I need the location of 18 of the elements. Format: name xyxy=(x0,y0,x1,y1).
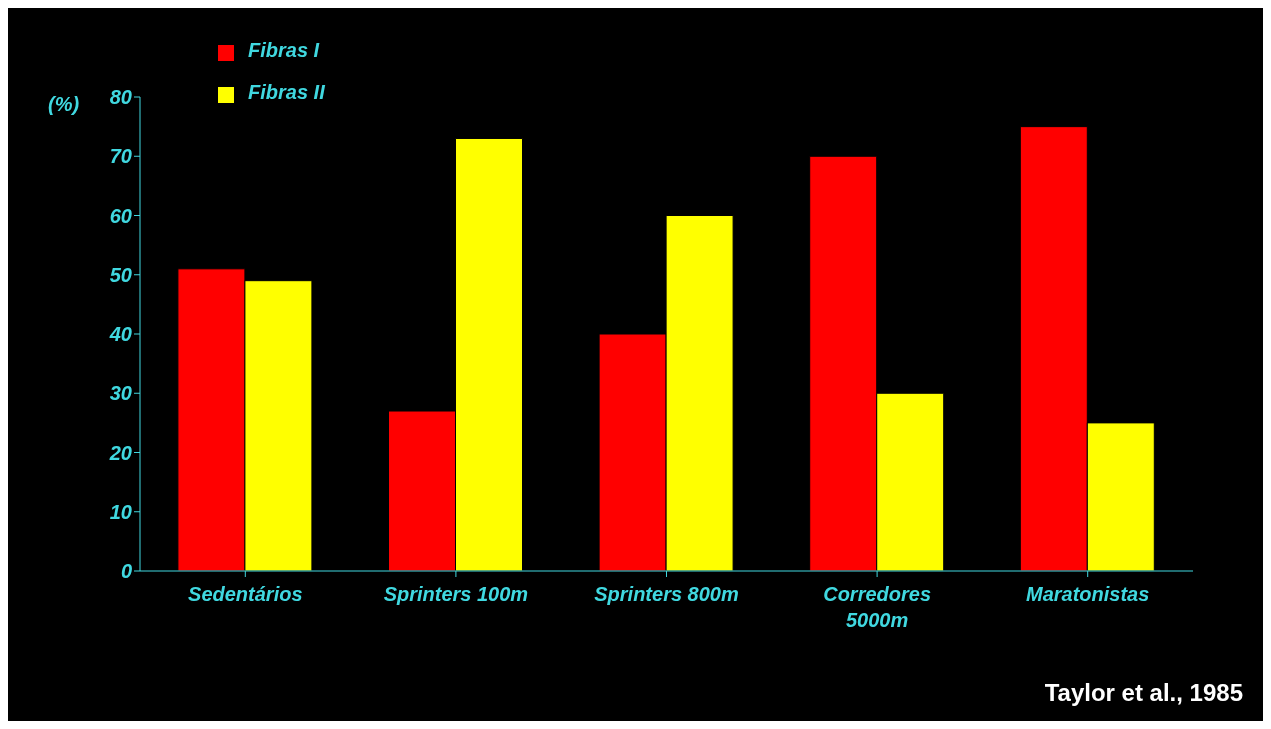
x-tick-label: Maratonistas xyxy=(1026,583,1150,605)
y-tick-label: 10 xyxy=(109,500,132,523)
y-tick-label: 40 xyxy=(108,323,132,346)
y-tick-label: 20 xyxy=(108,441,132,464)
y-tick-label: 0 xyxy=(120,560,132,583)
y-tick-label: 80 xyxy=(109,86,132,109)
x-tick-label: Sprinters 800m xyxy=(594,583,739,605)
y-tick-label: 30 xyxy=(109,382,132,405)
legend-label: Fibras I xyxy=(248,39,320,61)
x-tick-label: Corredores 5000m xyxy=(823,583,932,631)
y-tick-label: 60 xyxy=(109,204,132,227)
y-tick-label: 50 xyxy=(109,263,132,286)
legend-label: Fibras II xyxy=(248,81,325,103)
text: Taylor et al., 1985 xyxy=(1044,679,1243,707)
y-tick-label: 70 xyxy=(109,145,132,168)
x-tick-label: Sedentários xyxy=(188,583,303,605)
y-axis-title: (%) xyxy=(48,93,80,116)
x-tick-label: Sprinters 100m xyxy=(383,583,529,605)
